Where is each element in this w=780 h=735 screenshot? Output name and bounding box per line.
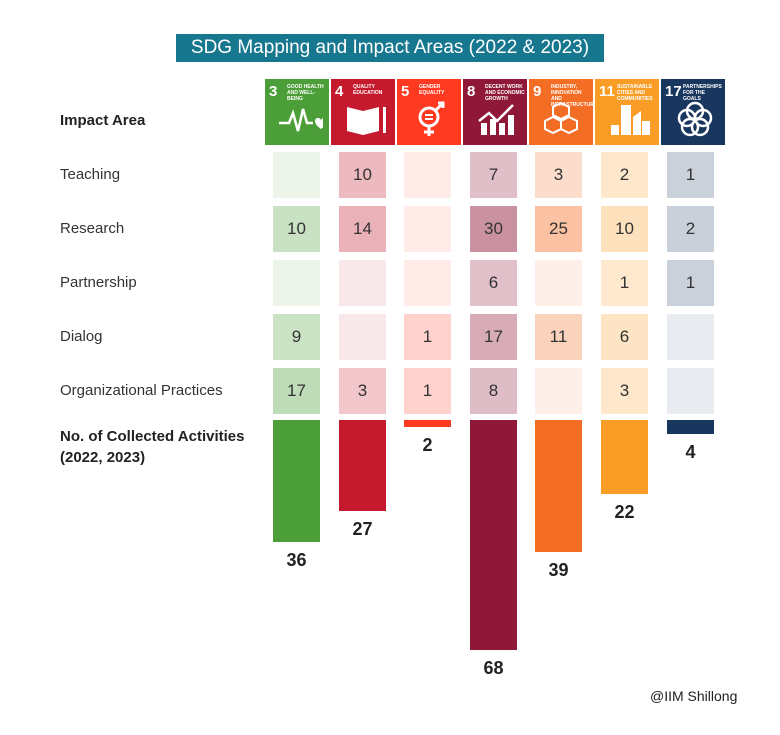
cell-5: 1 bbox=[404, 368, 451, 414]
cell-11: 6 bbox=[601, 314, 648, 360]
cell-17: 2 bbox=[667, 206, 714, 252]
totals-label-line2: (2022, 2023) bbox=[60, 449, 146, 466]
cell-4 bbox=[339, 314, 386, 360]
chart-title: SDG Mapping and Impact Areas (2022 & 202… bbox=[176, 34, 604, 62]
cell-4: 10 bbox=[339, 152, 386, 198]
sdg-number: 11 bbox=[599, 83, 615, 100]
impact-area-header: Impact Area bbox=[60, 112, 146, 129]
gender-equality-icon bbox=[418, 101, 445, 136]
city-icon bbox=[611, 105, 650, 135]
credit: @IIM Shillong bbox=[650, 688, 738, 704]
total-bar-8 bbox=[470, 420, 517, 650]
cell-5: 1 bbox=[404, 314, 451, 360]
cell-5 bbox=[404, 206, 451, 252]
rings-icon bbox=[677, 101, 713, 137]
cell-8: 17 bbox=[470, 314, 517, 360]
total-value: 4 bbox=[685, 441, 696, 462]
cell-8: 7 bbox=[470, 152, 517, 198]
sdg-name: Quality Education bbox=[353, 84, 383, 96]
heartbeat-icon bbox=[279, 108, 323, 132]
cell-11: 1 bbox=[601, 260, 648, 306]
cell-17: 1 bbox=[667, 152, 714, 198]
total-value: 68 bbox=[483, 658, 504, 678]
cell-3: 10 bbox=[273, 206, 320, 252]
cell-3: 9 bbox=[273, 314, 320, 360]
sdg-name: Industry, Innovation and Infrastructure bbox=[551, 84, 593, 108]
totals-label-line1: No. of Collected Activities bbox=[60, 428, 245, 445]
sdg-number: 3 bbox=[269, 83, 278, 100]
cell-17 bbox=[667, 314, 714, 360]
sdg-number: 5 bbox=[401, 83, 410, 100]
cell-9 bbox=[535, 368, 582, 414]
total-value: 39 bbox=[548, 559, 569, 580]
total-bar-5 bbox=[404, 420, 451, 427]
cubes-icon bbox=[544, 101, 578, 135]
cell-8: 8 bbox=[470, 368, 517, 414]
sdg-tile-11: 11 Sustainable Cities and Communities bbox=[595, 79, 659, 145]
cell-17 bbox=[667, 368, 714, 414]
cell-5 bbox=[404, 152, 451, 198]
cell-3 bbox=[273, 152, 320, 198]
total-bar-4 bbox=[339, 420, 386, 512]
cell-11: 2 bbox=[601, 152, 648, 198]
cell-17: 1 bbox=[667, 260, 714, 306]
cell-3: 17 bbox=[273, 368, 320, 414]
sdg-name: Partnerships for the Goals bbox=[683, 84, 722, 102]
sdg-number: 9 bbox=[533, 83, 542, 100]
row-label: Research bbox=[60, 220, 125, 237]
cell-9: 3 bbox=[535, 152, 582, 198]
total-bar-11 bbox=[601, 420, 648, 495]
sdg-tile-4: 4 Quality Education bbox=[331, 79, 395, 145]
book-icon bbox=[347, 107, 386, 135]
growth-chart-icon bbox=[478, 104, 514, 135]
cell-8: 30 bbox=[470, 206, 517, 252]
cell-9: 11 bbox=[535, 314, 582, 360]
cell-3 bbox=[273, 260, 320, 306]
total-bar-17 bbox=[667, 420, 714, 434]
cell-4 bbox=[339, 260, 386, 306]
cell-9 bbox=[535, 260, 582, 306]
total-value: 36 bbox=[286, 549, 307, 570]
row-label: Teaching bbox=[60, 166, 121, 183]
total-bar-3 bbox=[273, 420, 320, 542]
sdg-tile-9: 9 Industry, Innovation and Infrastructure bbox=[529, 79, 593, 145]
cell-9: 25 bbox=[535, 206, 582, 252]
cell-11: 10 bbox=[601, 206, 648, 252]
cell-5 bbox=[404, 260, 451, 306]
totals-label: No. of Collected Activities (2022, 2023) bbox=[60, 426, 244, 468]
sdg-number: 8 bbox=[467, 83, 476, 100]
sdg-tile-8: 8 Decent Work and Economic Growth bbox=[463, 79, 527, 145]
sdg-name: Sustainable Cities and Communities bbox=[617, 84, 653, 102]
total-value: 27 bbox=[352, 519, 373, 540]
cell-8: 6 bbox=[470, 260, 517, 306]
total-value: 22 bbox=[614, 502, 635, 523]
cell-4: 14 bbox=[339, 206, 386, 252]
sdg-number: 4 bbox=[335, 83, 344, 100]
sdg-name: Good Health and Well-Being bbox=[287, 84, 324, 102]
total-value: 2 bbox=[422, 435, 433, 455]
sdg-name: Gender Equality bbox=[419, 84, 445, 96]
sdg-name: Decent Work and Economic Growth bbox=[485, 84, 525, 102]
total-bar-9 bbox=[535, 420, 582, 552]
row-label: Dialog bbox=[60, 328, 103, 345]
sdg-tile-3: 3 Good Health and Well-Being bbox=[265, 79, 329, 145]
sdg-number: 17 bbox=[665, 83, 682, 100]
cell-4: 3 bbox=[339, 368, 386, 414]
sdg-tile-5: 5 Gender Equality bbox=[397, 79, 461, 145]
row-label: Partnership bbox=[60, 274, 137, 291]
cell-11: 3 bbox=[601, 368, 648, 414]
sdg-tile-17: 17 Partnerships for the Goals bbox=[661, 79, 725, 145]
row-label: Organizational Practices bbox=[60, 382, 223, 399]
